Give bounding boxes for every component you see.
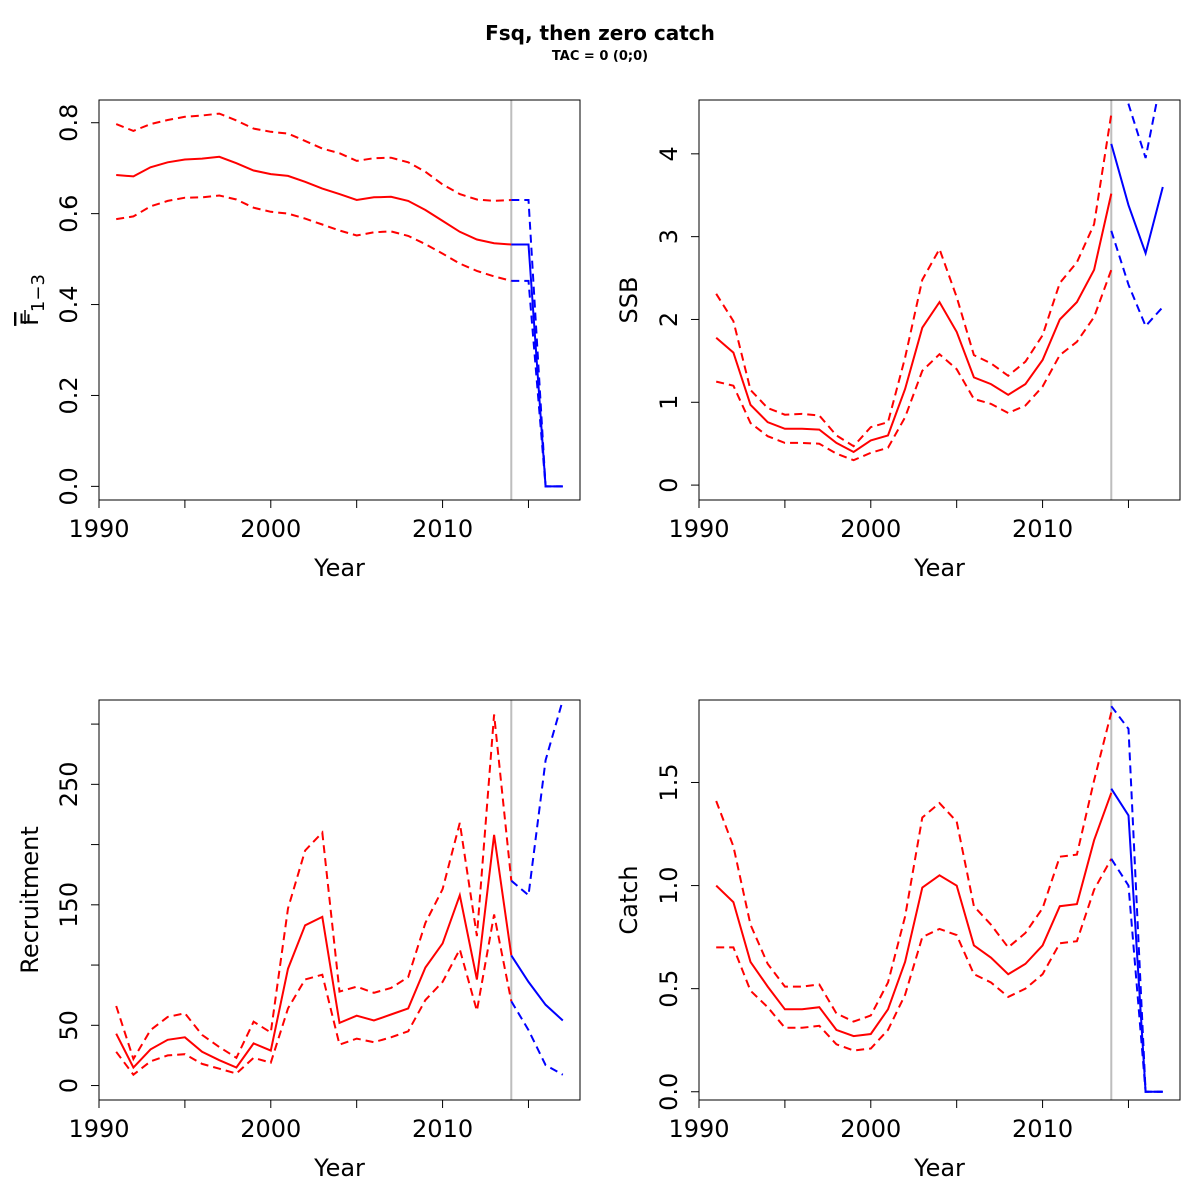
y-tick-label: 4	[655, 146, 683, 161]
x-tick-label: 2000	[840, 515, 901, 543]
y-tick-label: 2	[655, 312, 683, 327]
y-tick-label: 0.0	[55, 467, 83, 505]
x-tick-label: 2010	[1012, 515, 1073, 543]
figure-subtitle: TAC = 0 (0;0)	[552, 49, 648, 64]
series-forecast-upper	[510, 700, 564, 898]
y-axis-label: Recruitment	[16, 826, 44, 973]
series-historic-upper	[715, 712, 1113, 1023]
x-tick-label: 2010	[412, 515, 473, 543]
x-tick-label: 1990	[668, 1115, 729, 1143]
series-forecast-upper	[1110, 705, 1163, 1093]
series-historic-upper	[115, 714, 513, 1062]
x-tick-label: 2010	[1012, 1115, 1073, 1143]
y-tick-label: 1.5	[655, 763, 683, 801]
plot-frame	[698, 99, 1181, 501]
x-tick-label: 1990	[68, 1115, 129, 1143]
series-historic-median	[115, 834, 513, 1070]
series-historic-median	[715, 792, 1113, 1038]
y-axis-label: Catch	[615, 865, 643, 934]
series-forecast-upper	[1126, 100, 1159, 159]
y-axis-label: F1−3	[16, 274, 49, 326]
x-tick-label: 2000	[240, 1115, 301, 1143]
y-tick-label: 0.5	[655, 970, 683, 1008]
series-forecast-lower	[1110, 230, 1164, 328]
series-historic-lower	[115, 914, 513, 1077]
plot-area	[115, 700, 564, 1077]
y-axis-label: SSB	[615, 277, 643, 324]
plot-frame	[698, 699, 1181, 1101]
figure-title: Fsq, then zero catch	[485, 21, 715, 45]
series-historic-lower	[116, 194, 512, 282]
plot-area	[715, 705, 1163, 1093]
y-tick-label: 0	[655, 477, 683, 492]
series-historic-median	[715, 193, 1113, 454]
series-historic-lower	[715, 269, 1113, 462]
y-tick-label: 50	[55, 1010, 83, 1041]
y-tick-label: 0.6	[55, 195, 83, 233]
series-forecast-median	[511, 243, 563, 488]
x-tick-label: 2010	[412, 1115, 473, 1143]
series-forecast-median	[1110, 143, 1164, 257]
x-axis-label: Year	[913, 554, 965, 582]
y-axis-label-main: F	[16, 312, 44, 326]
x-axis-label: Year	[313, 554, 365, 582]
panel-fbar: 1990 2000 2010 0.0 0.2 0.4 0.6 0.8 Year F1−3	[16, 99, 581, 582]
x-tick-label: 1990	[68, 515, 129, 543]
x-tick-label: 2000	[840, 1115, 901, 1143]
series-forecast-median	[510, 954, 564, 1022]
y-tick-label: 0.4	[55, 285, 83, 323]
y-tick-label: 150	[55, 882, 83, 928]
series-historic-median	[116, 155, 512, 246]
plot-frame	[98, 99, 581, 501]
series-forecast-lower	[511, 279, 563, 488]
series-historic-lower	[716, 858, 1113, 1052]
y-axis-label-subscript: 1−3	[28, 274, 49, 312]
x-axis-label: Year	[913, 1154, 965, 1182]
series-historic-upper	[115, 112, 512, 202]
series-forecast-lower	[1110, 858, 1163, 1093]
panel-recruitment: 1990 2000 2010 0 50 150 250 Year Recruitment	[16, 699, 581, 1182]
plot-area	[115, 112, 563, 488]
x-axis-label: Year	[313, 1154, 365, 1182]
plot-frame	[98, 699, 581, 1101]
series-forecast-upper	[511, 199, 563, 488]
series-forecast-median	[1110, 788, 1163, 1093]
x-tick-label: 1990	[668, 515, 729, 543]
panel-catch: 1990 2000 2010 0.0 0.5 1.0 1.5 Year Catch	[615, 699, 1181, 1182]
y-tick-label: 1	[655, 395, 683, 410]
series-forecast-lower	[510, 1000, 564, 1076]
plot-area	[715, 100, 1164, 462]
y-tick-label: 0.2	[55, 376, 83, 414]
y-tick-label: 0.8	[55, 104, 83, 142]
series-historic-upper	[715, 113, 1113, 448]
x-tick-label: 2000	[240, 515, 301, 543]
y-tick-label: 0	[55, 1078, 83, 1093]
y-tick-label: 0.0	[655, 1073, 683, 1111]
y-tick-label: 1.0	[655, 866, 683, 904]
y-tick-label: 250	[55, 761, 83, 807]
panel-ssb: 1990 2000 2010 0 1 2 3 4 Year SSB	[615, 99, 1181, 582]
y-tick-label: 3	[655, 229, 683, 244]
